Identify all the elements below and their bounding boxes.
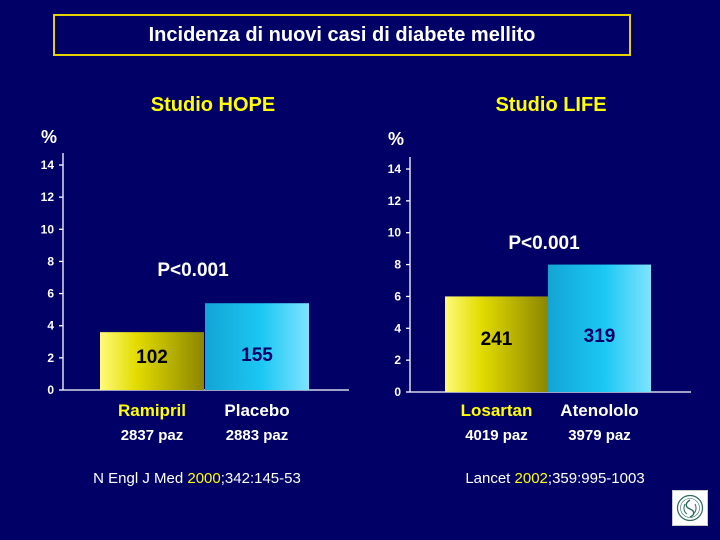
chart-1-y-tick-label: 8 xyxy=(394,258,401,272)
chart-0-p-value: P<0.001 xyxy=(157,260,229,281)
chart-0-category-label-0: Ramipril xyxy=(118,401,186,420)
chart-1-bar-1 xyxy=(548,264,651,392)
chart-0-bar-0 xyxy=(100,332,204,390)
chart-1-bar-0 xyxy=(445,296,548,392)
chart-1-reference-part: ;359:995-1003 xyxy=(548,470,645,487)
chart-0-title: Studio HOPE xyxy=(151,94,275,116)
chart-0-sample-size-0: 2837 paz xyxy=(121,427,184,444)
chart-0-y-tick-label: 2 xyxy=(47,351,54,365)
chart-0-category-label-1: Placebo xyxy=(224,401,289,420)
chart-1-category-label-0: Losartan xyxy=(461,401,533,420)
chart-1-bar-value-label-1: 319 xyxy=(584,326,616,347)
chart-0-bar-1 xyxy=(205,303,309,390)
chart-0-y-tick-label: 8 xyxy=(47,254,54,268)
chart-1-y-tick-label: 12 xyxy=(388,194,402,208)
chart-1-category-label-1: Atenololo xyxy=(560,401,638,420)
chart-0-bar-value-label-1: 155 xyxy=(241,345,273,366)
chart-1-sample-size-1: 3979 paz xyxy=(568,427,631,444)
chart-0-reference-part: N Engl J Med xyxy=(93,470,187,487)
chart-1-reference-part: Lancet xyxy=(465,470,514,487)
chart-0-reference-part: 2000 xyxy=(187,470,220,487)
chart-1-y-tick-label: 2 xyxy=(394,353,401,367)
chart-0-reference-part: ;342:145-53 xyxy=(221,470,301,487)
slide-title: Incidenza di nuovi casi di diabete melli… xyxy=(53,14,631,56)
chart-0-y-tick-label: 12 xyxy=(41,190,55,204)
chart-0-y-tick-label: 6 xyxy=(47,287,54,301)
chart-0-y-tick-label: 0 xyxy=(47,383,54,397)
chart-0-bar-value-label-0: 102 xyxy=(136,347,168,368)
chart-1-y-tick-label: 6 xyxy=(394,289,401,303)
chart-1-y-tick-label: 0 xyxy=(394,385,401,399)
chart-1-reference: Lancet 2002;359:995-1003 xyxy=(465,470,644,487)
chart-0-sample-size-1: 2883 paz xyxy=(226,427,289,444)
chart-1-reference-part: 2002 xyxy=(515,470,548,487)
chart-0-y-tick-label: 14 xyxy=(41,158,55,172)
chart-1-y-tick-label: 14 xyxy=(388,162,402,176)
chart-1-bar-value-label-0: 241 xyxy=(481,329,513,350)
chart-0-reference: N Engl J Med 2000;342:145-53 xyxy=(93,470,301,487)
chart-1-sample-size-0: 4019 paz xyxy=(465,427,528,444)
chart-1-y-axis-label: % xyxy=(388,129,404,149)
chart-1-y-tick-label: 10 xyxy=(388,226,402,240)
chart-0-y-axis-label: % xyxy=(41,127,57,147)
chart-1-p-value: P<0.001 xyxy=(508,233,580,254)
chart-1-y-tick-label: 4 xyxy=(394,321,401,335)
chart-0-y-tick-label: 4 xyxy=(47,319,54,333)
chart-0-y-tick-label: 10 xyxy=(41,222,55,236)
chart-1-title: Studio LIFE xyxy=(495,94,606,116)
society-seal-icon xyxy=(672,490,708,526)
